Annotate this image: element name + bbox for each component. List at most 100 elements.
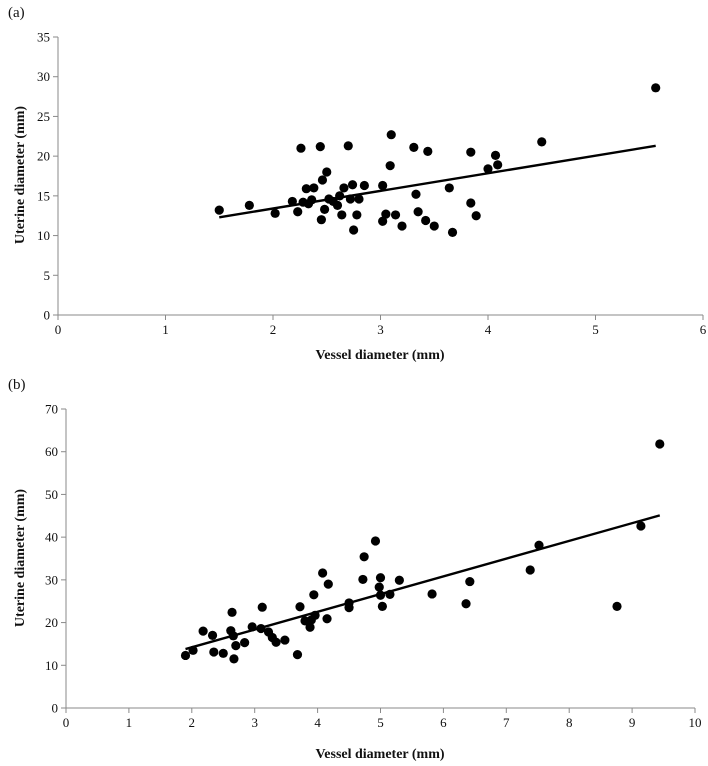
- panel-b-x-tick-label: 2: [189, 715, 196, 730]
- panel-b-data-point: [374, 582, 384, 592]
- panel-a-x-tick-label: 6: [700, 322, 707, 337]
- panel-a-data-point: [429, 221, 439, 231]
- panel-a-y-axis-title: Uterine diameter (mm): [13, 106, 28, 244]
- panel-b-data-point: [280, 635, 290, 645]
- panel-b-data-point: [218, 648, 228, 658]
- panel-b-x-tick-label: 4: [314, 715, 321, 730]
- panel-a-y-tick-label: 25: [37, 109, 50, 124]
- panel-a-data-point: [471, 211, 481, 221]
- panel-b-data-point: [359, 552, 369, 562]
- panel-b-data-point: [256, 623, 266, 634]
- panel-a-data-point: [296, 143, 306, 153]
- panel-a-data-point: [293, 207, 303, 217]
- panel-a-data-point: [270, 208, 280, 218]
- panel-a-y-tick-label: 35: [37, 30, 50, 45]
- panel-a-data-point: [493, 160, 503, 170]
- panel-b-y-tick-label: 30: [45, 572, 58, 587]
- panel-a-data-point: [320, 204, 330, 214]
- panel-b-x-tick-label: 7: [503, 715, 510, 730]
- panel-b-y-tick-label: 70: [45, 402, 58, 417]
- panel-b-data-point: [318, 568, 328, 578]
- panel-a-data-point: [347, 180, 358, 190]
- panel-b-x-tick-label: 0: [63, 715, 70, 730]
- panel-a-data-point: [322, 167, 332, 177]
- panel-b-x-axis-title: Vessel diameter (mm): [315, 747, 444, 762]
- panel-a-data-point: [309, 183, 319, 193]
- panel-a-x-axis-title: Vessel diameter (mm): [315, 348, 444, 363]
- panel-a-y-tick-label: 15: [37, 188, 50, 203]
- panel-b-data-point: [247, 622, 257, 632]
- panel-a-data-point: [214, 205, 224, 215]
- panel-a-regression-line: [219, 144, 656, 219]
- panel-b-x-tick-label: 3: [251, 715, 258, 730]
- panel-a-x-tick-label: 0: [55, 322, 62, 337]
- panel-b-data-point: [310, 610, 320, 620]
- panel-b-y-tick-label: 50: [45, 487, 58, 502]
- panel-a-y-tick-label: 30: [37, 69, 50, 84]
- panel-b-y-tick-label: 20: [45, 615, 58, 630]
- panel-b-label: (b): [8, 377, 26, 393]
- panel-b-data-point: [292, 650, 303, 660]
- panel-a-data-point: [301, 184, 311, 194]
- panel-a-data-point: [466, 147, 476, 157]
- panel-b-data-point: [375, 590, 386, 600]
- panel-b-y-tick-label: 60: [45, 444, 58, 459]
- panel-a-data-point: [411, 189, 421, 199]
- panel-b-data-point: [385, 589, 395, 599]
- panel-a-y-tick-label: 10: [37, 228, 50, 243]
- panel-a-data-point: [345, 194, 355, 204]
- panel-b-x-tick-label: 6: [440, 715, 447, 730]
- panel-a-x-tick-label: 1: [162, 322, 169, 337]
- panel-a-data-point: [316, 215, 326, 225]
- panel-b-data-point: [227, 607, 237, 617]
- panel-b-data-point: [358, 574, 368, 585]
- panel-b-x-tick-label: 9: [629, 715, 636, 730]
- panel-b-data-point: [257, 602, 267, 612]
- panel-b-y-axis-title: Uterine diameter (mm): [13, 489, 28, 627]
- panel-b-data-point: [465, 576, 475, 587]
- panel-b-data-point: [240, 638, 250, 648]
- panel-a-data-point: [307, 195, 317, 205]
- panel-a-x-tick-label: 2: [270, 322, 277, 337]
- panel-b-data-point: [209, 647, 219, 657]
- panel-b-data-point: [612, 601, 622, 611]
- panel-a-data-point: [381, 209, 391, 219]
- panel-b-data-point: [309, 590, 319, 600]
- panel-a-data-point: [483, 164, 493, 174]
- panel-b-data-point: [655, 439, 665, 449]
- panel-b-plot: 0 10 20 30 40 50 60 70 0 1 2 3 4 5 6 7 8 9 10: [45, 402, 702, 731]
- panel-b-x-tick-label: 10: [689, 715, 702, 730]
- panel-b-data-point: [198, 626, 208, 636]
- panel-b-data-point: [636, 521, 646, 531]
- panel-a-label: (a): [8, 5, 25, 21]
- panel-b-data-point: [231, 641, 241, 651]
- panel-b-y-tick-label: 0: [52, 701, 59, 716]
- panel-a-data-point: [332, 200, 343, 210]
- panel-b-data-point: [375, 573, 386, 583]
- panel-a-data-point: [490, 150, 501, 160]
- panel-b-data-point: [323, 579, 333, 589]
- panel-a-y-tick-label: 0: [44, 308, 51, 323]
- panel-a-data-point: [352, 210, 362, 220]
- panel-a-data-point: [447, 227, 458, 237]
- panel-a-x-tick-label: 4: [485, 322, 492, 337]
- panel-a-x-tick-label: 5: [592, 322, 599, 337]
- panel-b-data-point: [394, 575, 404, 585]
- panel-a-data-point: [378, 180, 388, 191]
- panel-a-data-point: [421, 215, 431, 226]
- panel-a-data-point: [317, 175, 328, 185]
- panel-a-data-point: [390, 210, 401, 220]
- panel-a-data-point: [409, 142, 419, 153]
- panel-b-data-point: [427, 589, 437, 599]
- panel-a-data-point: [337, 210, 347, 220]
- panel-a-data-point: [359, 180, 369, 191]
- panel-b-data-point: [461, 599, 471, 609]
- panel-b-x-tick-label: 5: [377, 715, 384, 730]
- panel-b-data-point: [271, 637, 281, 647]
- panel-a-data-point: [335, 191, 345, 201]
- panel-b-x-tick-label: 8: [566, 715, 573, 730]
- panel-a-data-point: [444, 183, 454, 193]
- panel-a-data-point: [315, 142, 325, 152]
- panel-b-data-point: [344, 598, 354, 608]
- panel-b-x-tick-label: 1: [126, 715, 133, 730]
